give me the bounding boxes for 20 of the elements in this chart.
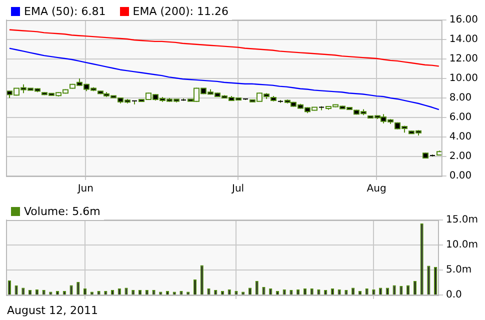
y-tick-label: 14.00 [449, 34, 478, 46]
y-tick-label: 10.00 [449, 73, 478, 84]
y-tick-label: 10.0m [446, 240, 478, 251]
x-tick-label: Aug [366, 184, 386, 195]
y-tick-label: 16.00 [449, 14, 478, 26]
y-tick-label: 0.00 [449, 170, 472, 182]
x-tick-label: Jun [76, 184, 94, 195]
y-tick-label: 4.00 [449, 132, 472, 143]
x-tick-label: Jul [231, 184, 244, 195]
y-tick-label: 5.0m [446, 264, 472, 276]
y-tick-label: 12.00 [449, 54, 478, 65]
legend-label: EMA (200): 11.26 [132, 5, 228, 18]
y-tick-label: 15.0m [446, 214, 478, 226]
y-tick-label: 0.0 [446, 290, 462, 301]
text: August 12, 2011 [6, 304, 99, 317]
y-tick-label: 6.00 [449, 112, 472, 124]
legend-label: Volume: 5.6m [23, 205, 100, 218]
legend-label: EMA (50): 6.81 [23, 5, 106, 18]
y-tick-label: 2.00 [449, 151, 472, 162]
y-tick-label: 8.00 [449, 92, 472, 104]
